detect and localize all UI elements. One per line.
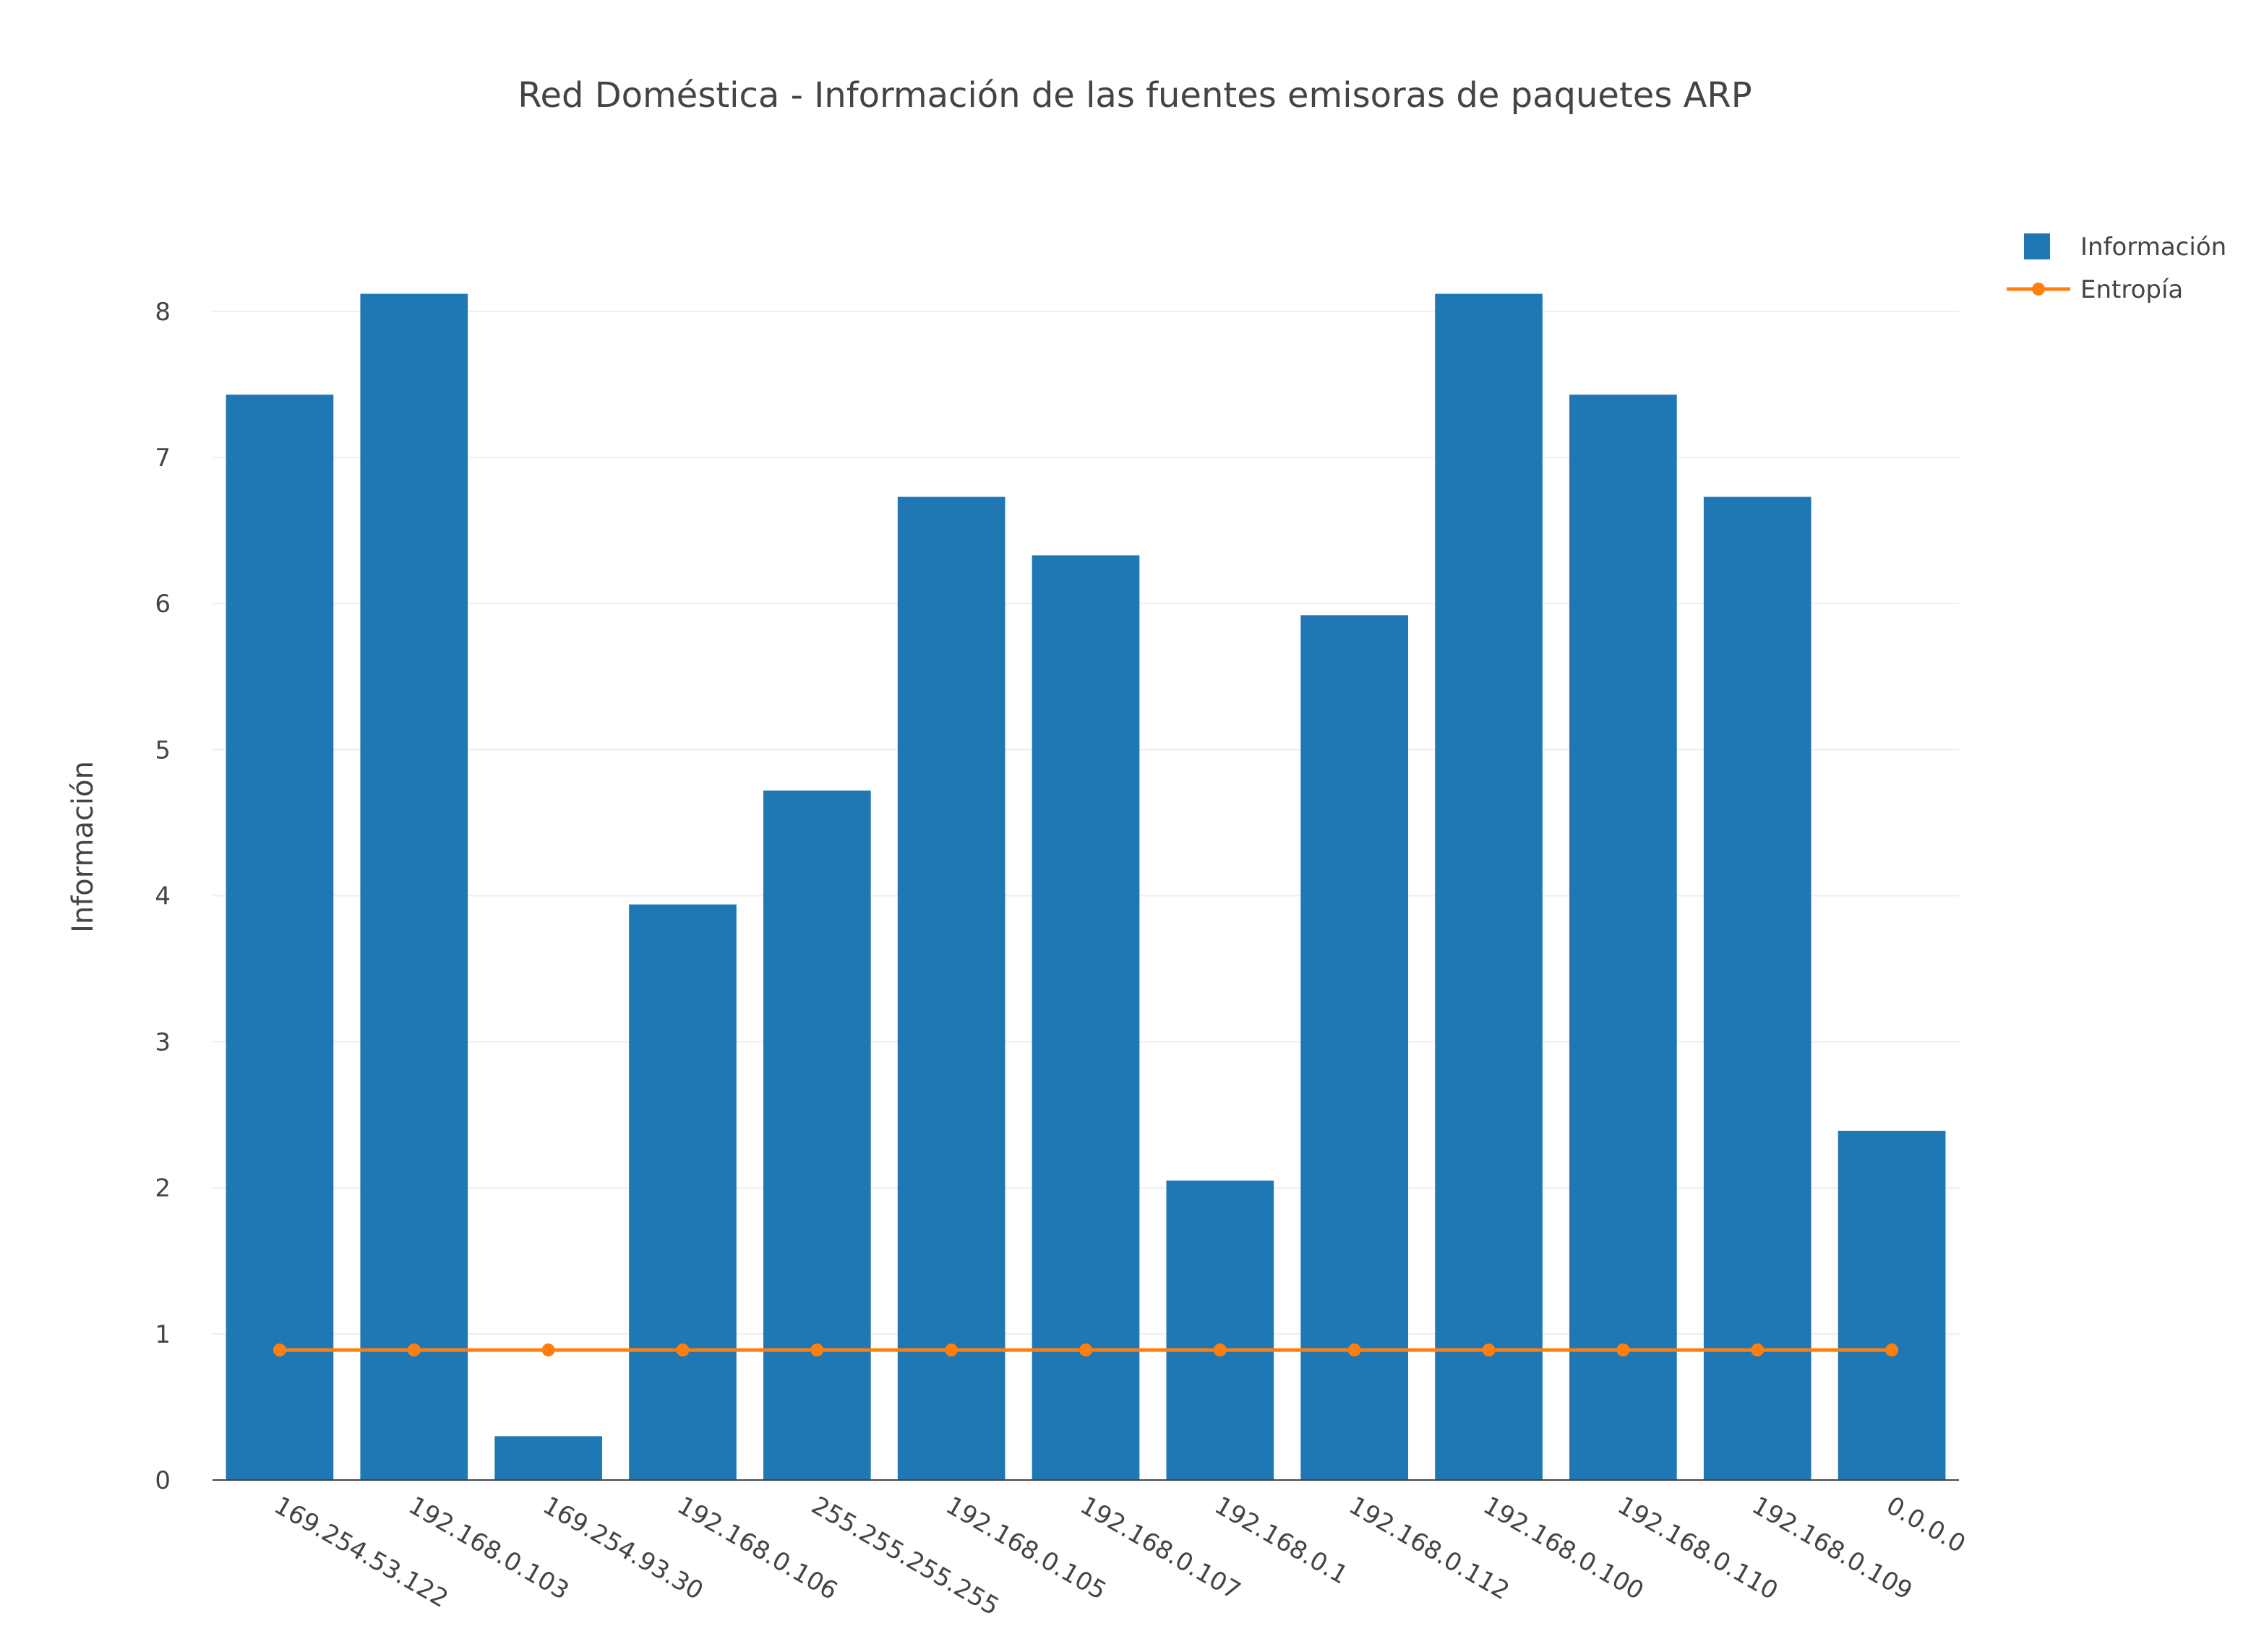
- legend-item-informacion[interactable]: Información: [2024, 233, 2226, 262]
- bars: [226, 293, 1946, 1481]
- entropia-point-192-168-0-1[interactable]: [1213, 1343, 1227, 1357]
- y-tick-labels: 0 1 2 3 4 5 6 7 8: [155, 298, 171, 1495]
- legend-label-informacion: Información: [2080, 233, 2226, 262]
- bar-192-168-0-106[interactable]: [629, 904, 737, 1480]
- chart-title: Red Doméstica - Información de las fuent…: [518, 75, 1751, 116]
- entropia-point-255-255-255-255[interactable]: [810, 1343, 824, 1357]
- y-tick-label-6: 6: [155, 590, 171, 619]
- legend-swatch-entropia-marker: [2032, 283, 2045, 296]
- bar-169-254-53-122[interactable]: [226, 395, 334, 1480]
- legend-label-entropia: Entropía: [2080, 275, 2183, 304]
- bar-169-254-93-30[interactable]: [494, 1436, 602, 1480]
- legend-item-entropia[interactable]: Entropía: [2007, 275, 2183, 304]
- entropia-point-192-168-0-112[interactable]: [1347, 1343, 1361, 1357]
- bar-192-168-0-1[interactable]: [1166, 1180, 1274, 1480]
- entropia-point-192-168-0-107[interactable]: [1079, 1343, 1092, 1357]
- entropia-point-192-168-0-105[interactable]: [945, 1343, 959, 1357]
- bar-192-168-0-112[interactable]: [1300, 615, 1409, 1481]
- y-axis-title: Información: [67, 761, 100, 933]
- y-tick-label-0: 0: [155, 1466, 171, 1495]
- bar-192-168-0-103[interactable]: [360, 293, 468, 1481]
- y-tick-label-7: 7: [155, 444, 171, 473]
- y-tick-label-8: 8: [155, 298, 171, 327]
- entropia-point-192-168-0-100[interactable]: [1482, 1343, 1496, 1357]
- entropia-point-192-168-0-110[interactable]: [1616, 1343, 1630, 1357]
- bar-192-168-0-105[interactable]: [897, 496, 1005, 1480]
- bar-0-0-0-0[interactable]: [1838, 1130, 1946, 1480]
- entropia-point-169-254-93-30[interactable]: [541, 1343, 555, 1357]
- y-tick-label-4: 4: [155, 882, 171, 911]
- bar-255-255-255-255[interactable]: [763, 790, 871, 1480]
- y-tick-label-5: 5: [155, 736, 171, 765]
- legend: Información Entropía: [2007, 233, 2226, 304]
- y-tick-label-1: 1: [155, 1320, 171, 1349]
- legend-swatch-informacion: [2024, 233, 2050, 259]
- bar-192-168-0-100[interactable]: [1435, 293, 1543, 1481]
- y-tick-label-2: 2: [155, 1174, 171, 1203]
- entropia-point-192-168-0-103[interactable]: [407, 1343, 421, 1357]
- entropia-point-192-168-0-109[interactable]: [1751, 1343, 1765, 1357]
- entropia-point-0-0-0-0[interactable]: [1885, 1343, 1899, 1357]
- entropia-point-192-168-0-106[interactable]: [676, 1343, 690, 1357]
- bar-192-168-0-109[interactable]: [1703, 496, 1811, 1480]
- x-tick-label-0-0-0-0: 0.0.0.0: [1882, 1491, 1971, 1559]
- bar-192-168-0-107[interactable]: [1032, 555, 1140, 1480]
- y-tick-label-3: 3: [155, 1028, 171, 1057]
- bar-192-168-0-110[interactable]: [1569, 395, 1677, 1480]
- entropia-point-169-254-53-122[interactable]: [273, 1343, 286, 1357]
- entropia-line-layer: [273, 1343, 1899, 1357]
- x-tick-labels: 169.254.53.122192.168.0.103169.254.93.30…: [269, 1491, 1970, 1622]
